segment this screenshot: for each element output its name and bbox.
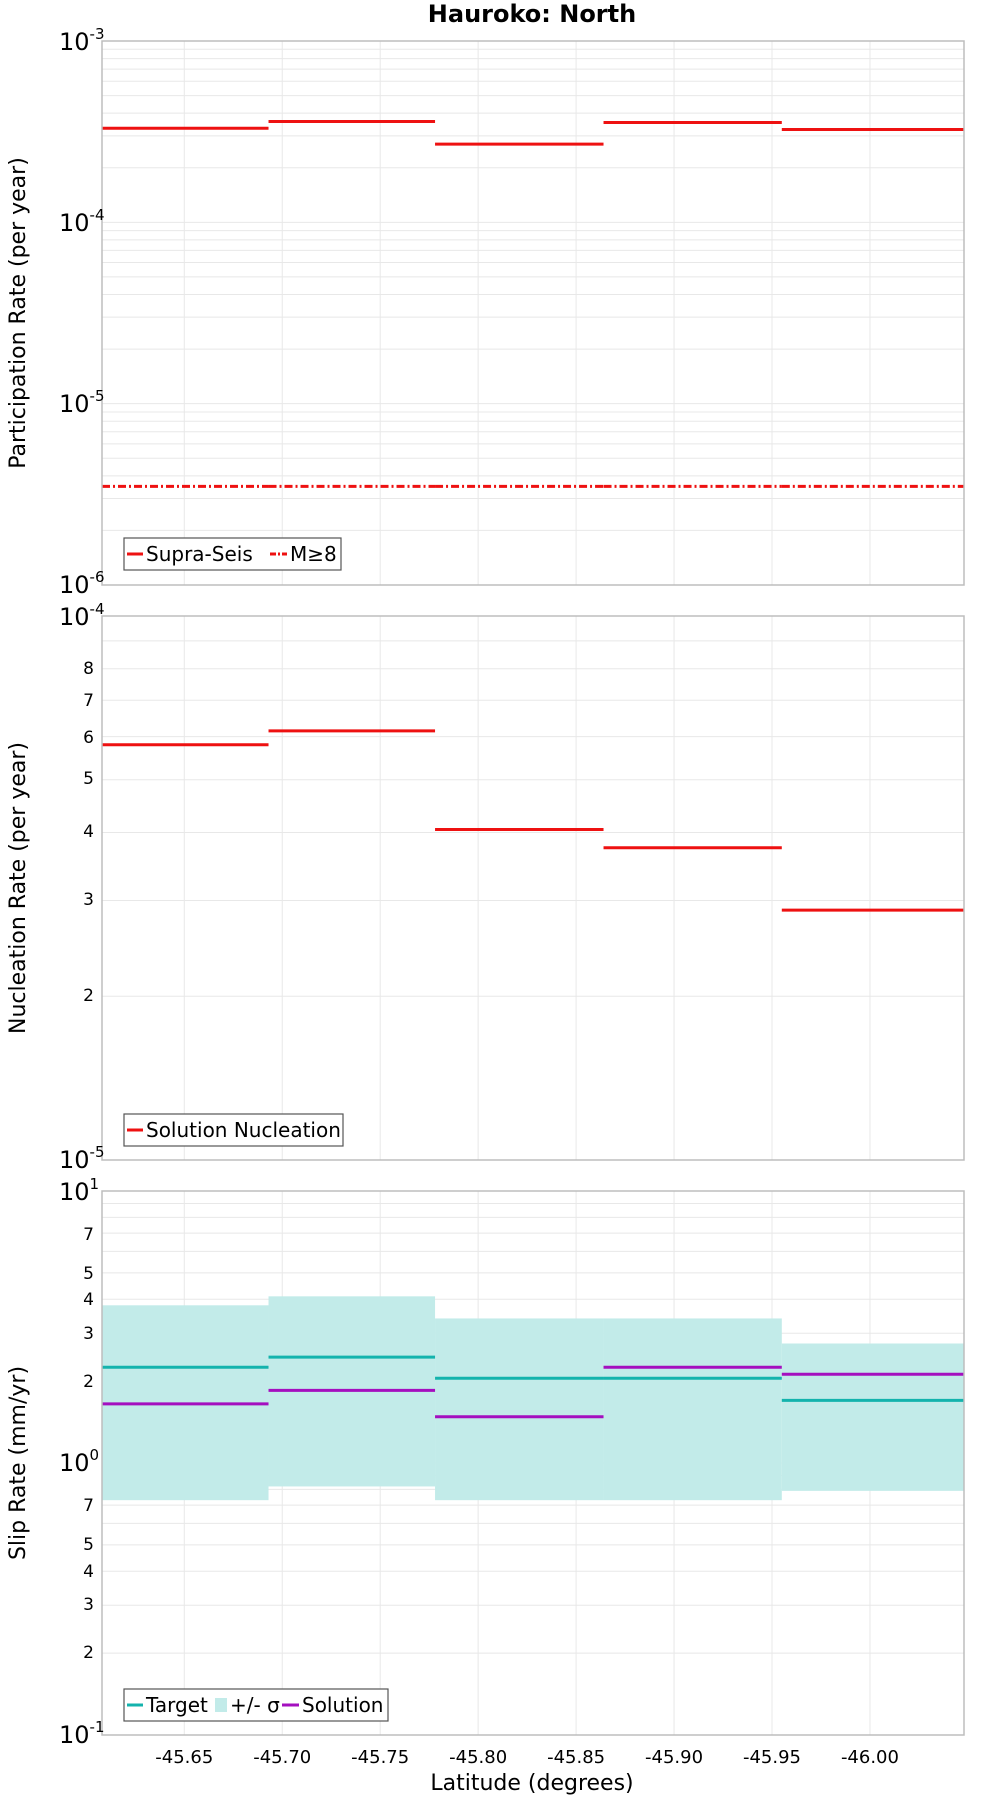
x-tick-label: -45.75 xyxy=(351,1747,409,1768)
x-tick-label: -45.70 xyxy=(253,1747,311,1768)
legend-label-m8: M≥8 xyxy=(290,542,337,566)
legend-label-target: Target xyxy=(145,1693,208,1717)
sigma-band-segment xyxy=(781,1343,964,1491)
nucleation-plot-frame xyxy=(101,615,965,1161)
y-tick-label: 3 xyxy=(83,1324,94,1344)
slip-rate-y-axis-label: Slip Rate (mm/yr) xyxy=(6,1366,31,1560)
y-tick-label: 7 xyxy=(83,691,94,711)
y-tick-label: 2 xyxy=(83,1643,94,1663)
y-tick-label: 4 xyxy=(83,1290,94,1310)
legend-swatch-sigma xyxy=(215,1698,227,1712)
participation-marks xyxy=(102,119,964,488)
x-tick-label: -45.65 xyxy=(155,1747,213,1768)
x-tick-label: -45.90 xyxy=(645,1747,703,1768)
y-tick-label: 5 xyxy=(83,1264,94,1284)
participation-plot-frame xyxy=(101,40,965,586)
y-tick-label: 2 xyxy=(83,986,94,1006)
sigma-band-segment xyxy=(435,1318,604,1501)
legend-label-supra-seis: Supra-Seis xyxy=(146,542,253,566)
slip-rate-x-ticks: -45.65 -45.70 -45.75 -45.80 -45.85 -45.90 -45.… xyxy=(155,1747,899,1768)
x-tick-label: -45.95 xyxy=(743,1747,801,1768)
x-tick-label: -45.85 xyxy=(547,1747,605,1768)
slip-rate-marks xyxy=(102,1355,964,1419)
y-tick-label: 10-5 xyxy=(59,1143,105,1174)
y-tick-label: 8 xyxy=(83,659,94,679)
participation-legend: Supra-Seis M≥8 xyxy=(123,537,342,571)
y-tick-label: 4 xyxy=(83,1562,94,1582)
legend-box xyxy=(123,1113,344,1147)
slip-rate-plot-frame xyxy=(101,1190,965,1736)
participation-grid xyxy=(102,41,964,586)
slip-rate-legend: Target +/- σ Solution xyxy=(123,1688,389,1722)
y-tick-label: 3 xyxy=(83,1595,94,1615)
y-tick-label: 4 xyxy=(83,822,94,842)
x-axis-label: Latitude (degrees) xyxy=(430,1771,633,1796)
participation-panel: 10-3 10-4 10-5 10-6 Participation Rate (… xyxy=(6,25,965,599)
x-tick-label: -45.80 xyxy=(449,1747,507,1768)
y-tick-label: 2 xyxy=(83,1372,94,1392)
nucleation-y-axis-label: Nucleation Rate (per year) xyxy=(6,742,31,1034)
sigma-band-segment xyxy=(603,1318,782,1501)
y-tick-label: 5 xyxy=(83,769,94,789)
y-tick-label: 10-4 xyxy=(59,600,105,631)
slip-rate-y-ticks: 101 7 5 4 3 2 100 7 5 4 3 2 10-1 xyxy=(59,1175,105,1749)
nucleation-panel: 10-4 8 7 6 5 4 3 2 10-5 Nucleation Rate … xyxy=(6,600,965,1174)
legend-box xyxy=(123,537,342,571)
y-tick-label: 7 xyxy=(83,1496,94,1516)
nucleation-y-ticks: 10-4 8 7 6 5 4 3 2 10-5 xyxy=(59,600,105,1174)
slip-rate-panel: 101 7 5 4 3 2 100 7 5 4 3 2 10-1 Slip Ra… xyxy=(6,1175,965,1768)
legend-label-solution: Solution xyxy=(302,1693,383,1717)
chart-title: Hauroko: North xyxy=(428,0,636,28)
y-tick-label: 3 xyxy=(83,890,94,910)
x-tick-label: -46.00 xyxy=(841,1747,899,1768)
y-tick-label: 5 xyxy=(83,1535,94,1555)
participation-y-axis-label: Participation Rate (per year) xyxy=(6,157,31,469)
nucleation-marks xyxy=(102,729,964,912)
legend-box xyxy=(123,1688,389,1722)
y-tick-label: 6 xyxy=(83,728,94,748)
y-tick-label: 7 xyxy=(83,1225,94,1245)
y-tick-label: 10-4 xyxy=(59,206,105,237)
nucleation-legend: Solution Nucleation xyxy=(123,1113,344,1147)
legend-label-sigma: +/- σ xyxy=(230,1693,280,1717)
nucleation-grid xyxy=(102,616,964,1161)
legend-label-solution-nucleation: Solution Nucleation xyxy=(146,1118,341,1142)
